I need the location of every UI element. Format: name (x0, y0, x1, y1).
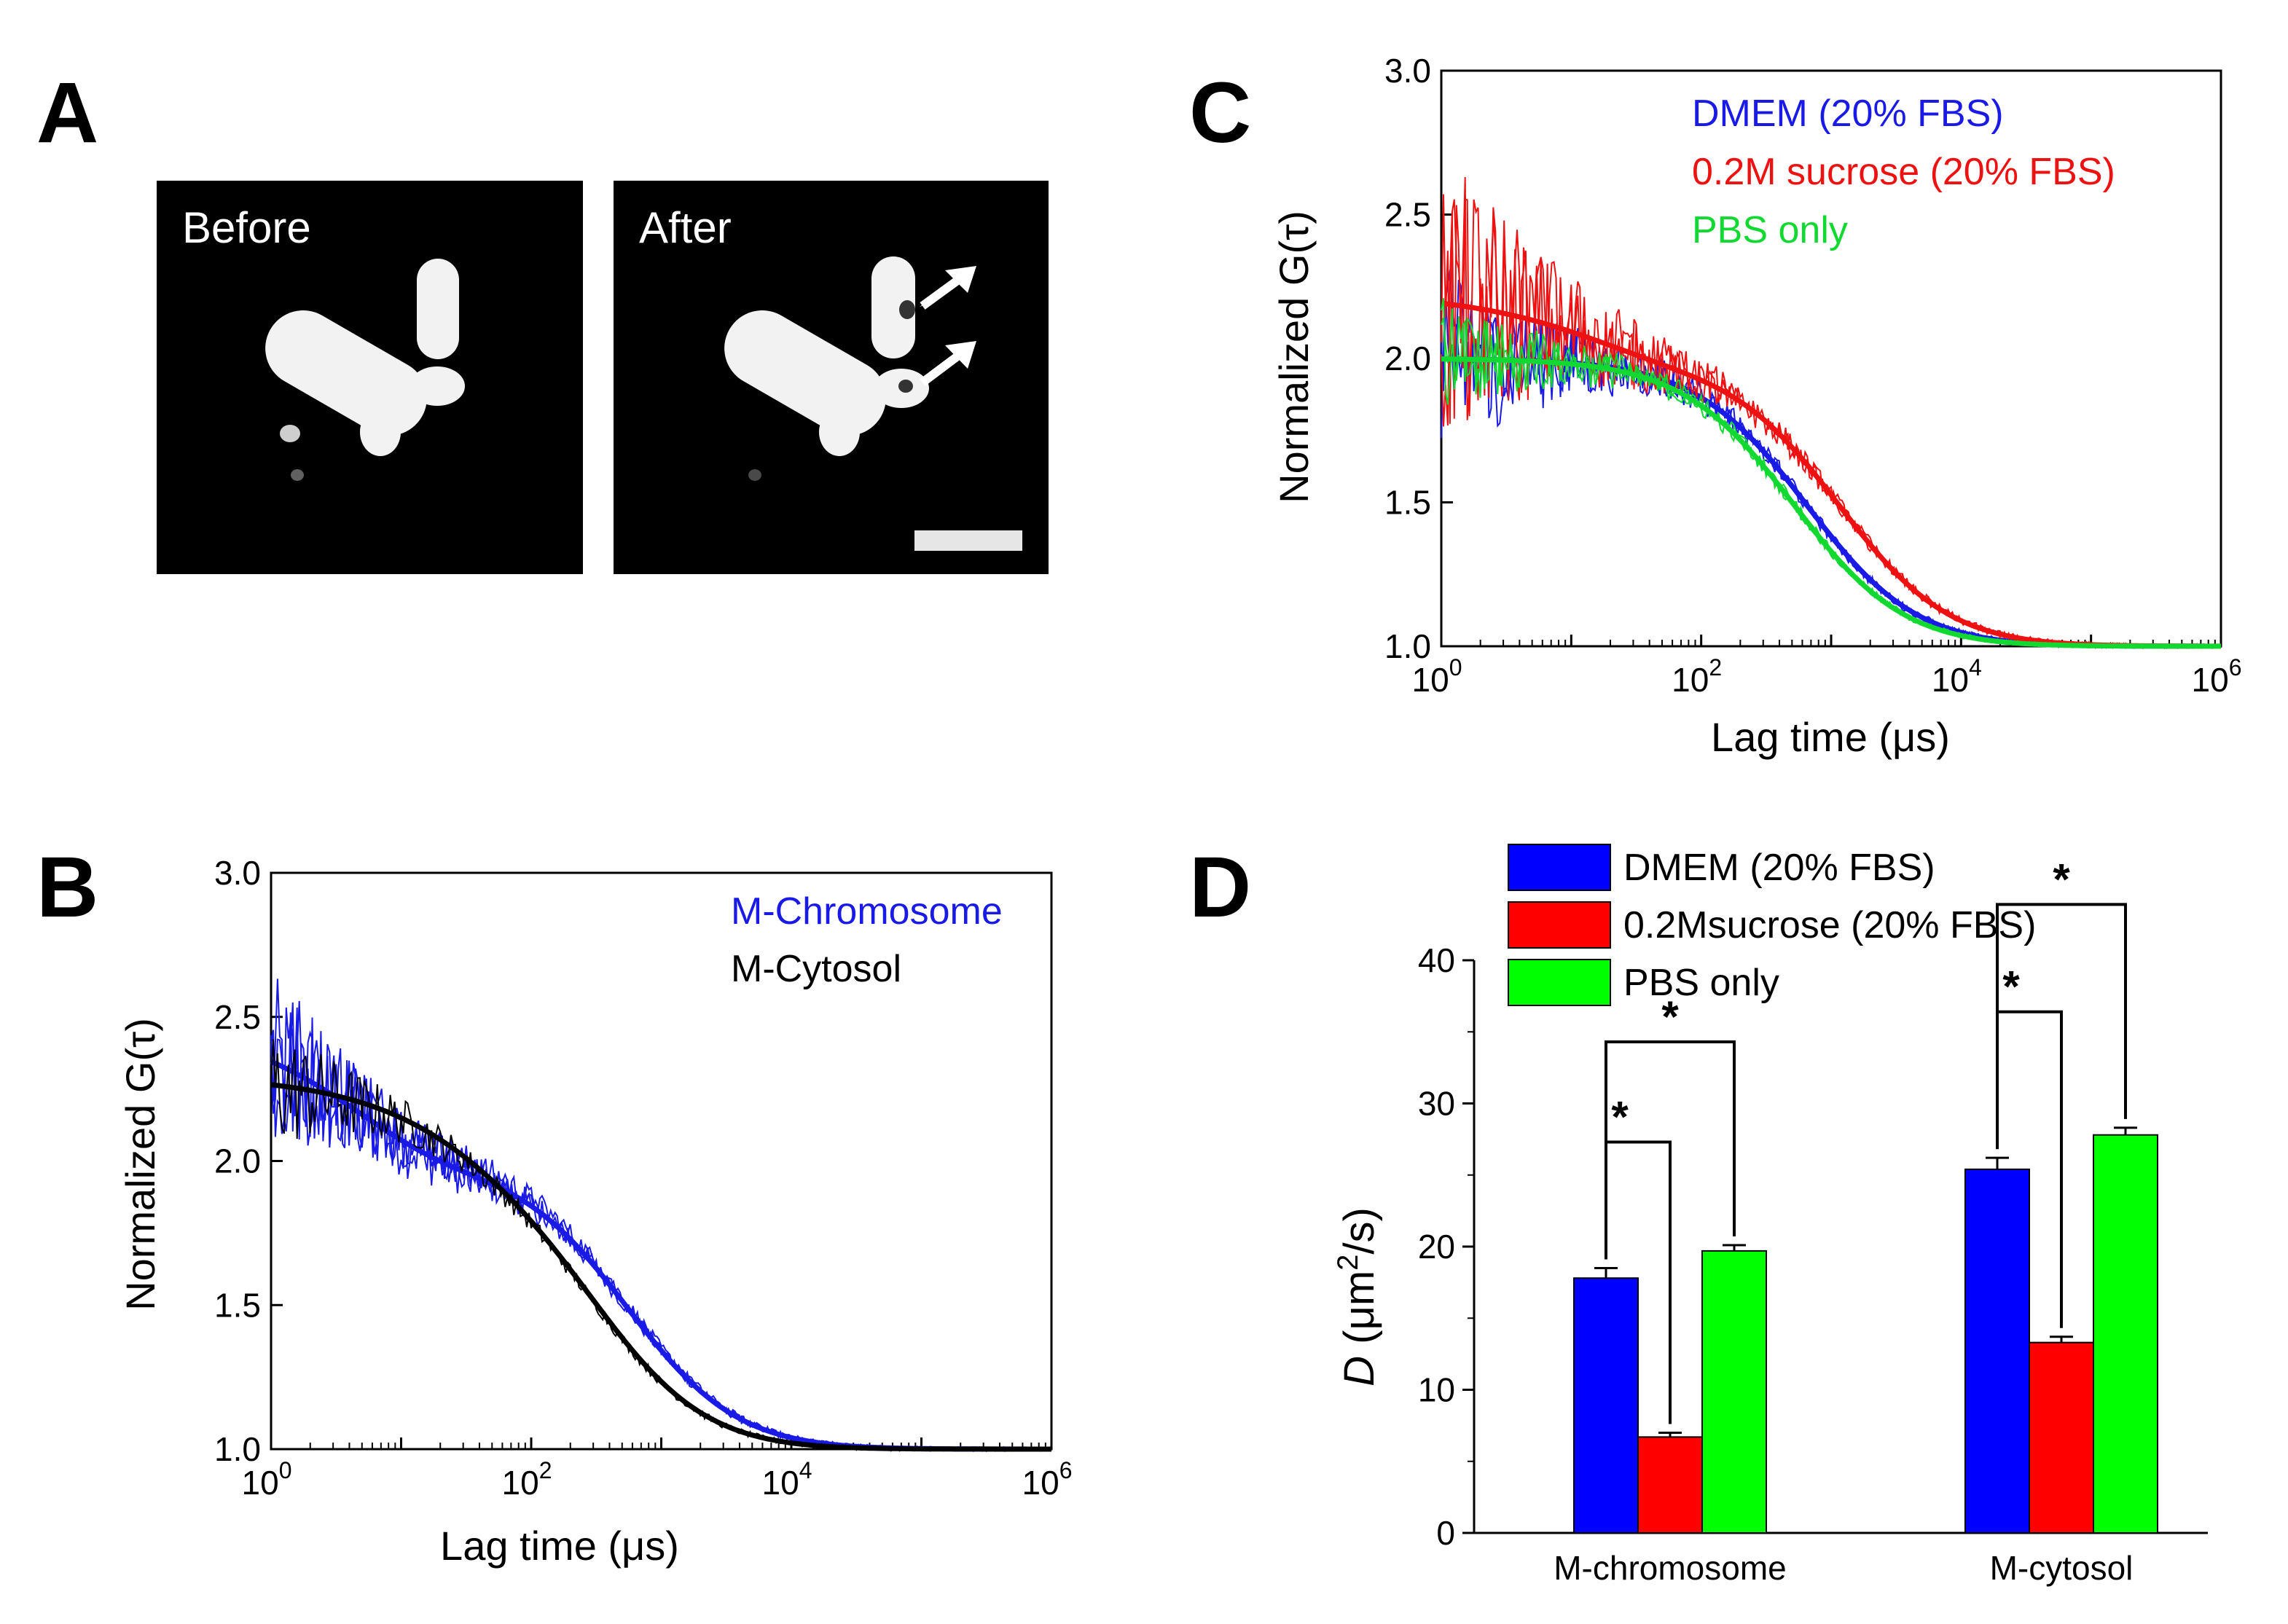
bar-m-cytosol-2 (2093, 1134, 2158, 1534)
d-legend: DMEM (20% FBS) 0.2Msucrose (20% FBS) PBS… (1508, 844, 2036, 1006)
significance-star: * (2002, 962, 2020, 1011)
y-tick-label: 10 (1418, 1371, 1455, 1409)
significance-bracket (1996, 903, 2127, 1150)
bar-m-chromosome-2 (1701, 1250, 1767, 1534)
d-legend-pbs: PBS only (1623, 962, 1779, 1004)
y-tick-label: 2.5 (214, 998, 261, 1036)
b-legend-chromosome: M-Chromosome (731, 890, 1003, 933)
micrograph-after: After (614, 181, 1049, 574)
y-tick-label: 2.0 (214, 1142, 261, 1180)
after-label: After (639, 203, 732, 252)
panel-b: B 1.0 1.5 2.0 2.5 3.0 100 102 104 106 Lag time (… (36, 839, 1072, 1569)
bleach-spot (898, 380, 913, 393)
y-tick-label: 2.0 (1384, 340, 1431, 377)
x-tick-label: 102 (502, 1457, 552, 1502)
fcs-plot-b: 1.0 1.5 2.0 2.5 3.0 100 102 104 106 (214, 854, 1072, 1502)
y-tick-label: 3.0 (1384, 52, 1431, 90)
arrow-icon (920, 350, 963, 386)
significance-star: * (1661, 992, 1679, 1041)
x-tick-label: 100 (242, 1457, 292, 1502)
panel-b-letter: B (36, 839, 98, 935)
before-label: Before (182, 203, 311, 252)
panel-a-letter: A (36, 65, 98, 161)
bar-m-cytosol-1 (2029, 1341, 2094, 1534)
x-tick-label: 106 (2192, 654, 2242, 699)
y-tick-label: 40 (1418, 941, 1455, 979)
micrograph-before: Before (157, 181, 583, 574)
arrow-icon (945, 266, 976, 293)
category-label: M-cytosol (1990, 1549, 2134, 1587)
d-ylabel: D (μm2/s) (1332, 1207, 1383, 1386)
panel-d-letter: D (1189, 839, 1251, 935)
bar-m-chromosome-1 (1637, 1436, 1703, 1534)
c-legend-sucrose: 0.2M sucrose (20% FBS) (1692, 151, 2115, 193)
y-tick-label: 20 (1418, 1228, 1455, 1266)
b-legend-cytosol: M-Cytosol (731, 948, 901, 990)
c-xlabel: Lag time (μs) (1711, 714, 1950, 760)
c-legend-pbs: PBS only (1692, 209, 1848, 251)
bar-m-cytosol-0 (1964, 1168, 2030, 1534)
legend-swatch-pbs (1508, 959, 1611, 1006)
fcs-plot-c: 1.0 1.5 2.0 2.5 3.0 100 102 104 106 (1384, 52, 2241, 699)
panel-c-letter: C (1189, 65, 1251, 161)
b-xlabel: Lag time (μs) (440, 1523, 679, 1569)
x-tick-label: 104 (762, 1457, 812, 1502)
x-tick-label: 104 (1932, 654, 1982, 699)
y-tick-label: 1.0 (214, 1430, 261, 1468)
y-tick-label: 2.5 (1384, 196, 1431, 234)
arrow-icon (945, 341, 976, 369)
panel-d: D 0 10 20 30 40 M-chromosome * * M-cytosol * * DME… (1189, 839, 2208, 1587)
bar-m-chromosome-0 (1573, 1277, 1639, 1534)
panel-a: A Before (36, 65, 1049, 574)
panel-c: C 1.0 1.5 2.0 2.5 3.0 100 102 104 106 Lag time (… (1189, 52, 2241, 760)
y-tick-label: 1.5 (1384, 484, 1431, 522)
y-tick-label: 0 (1436, 1514, 1455, 1552)
significance-star: * (1611, 1093, 1629, 1142)
x-tick-label: 102 (1672, 654, 1722, 699)
legend-swatch-sucrose (1508, 901, 1611, 949)
significance-bracket (1605, 1040, 1736, 1260)
scale-bar (914, 530, 1022, 551)
y-tick-label: 3.0 (214, 854, 261, 892)
y-tick-label: 1.0 (1384, 627, 1431, 665)
arrow-icon (920, 275, 963, 310)
b-ylabel: Normalized G(τ) (117, 1018, 163, 1311)
d-legend-sucrose: 0.2Msucrose (20% FBS) (1623, 904, 2036, 946)
fit-curve-pbs-only (1441, 356, 2221, 649)
bar-plot-d: 0 10 20 30 40 M-chromosome * * M-cytosol * * (1418, 855, 2208, 1587)
d-legend-dmem: DMEM (20% FBS) (1623, 847, 1935, 889)
category-label: M-chromosome (1554, 1549, 1787, 1587)
bleach-spot (899, 300, 915, 319)
x-tick-label: 100 (1412, 654, 1462, 699)
c-legend-dmem: DMEM (20% FBS) (1692, 93, 2004, 135)
fit-curve-m-cytosol (270, 1082, 1051, 1452)
significance-star: * (2053, 855, 2070, 903)
x-tick-label: 106 (1022, 1457, 1073, 1502)
y-tick-label: 30 (1418, 1085, 1455, 1123)
legend-swatch-dmem (1508, 844, 1611, 891)
c-ylabel: Normalized G(τ) (1271, 211, 1317, 503)
y-tick-label: 1.5 (214, 1286, 261, 1324)
